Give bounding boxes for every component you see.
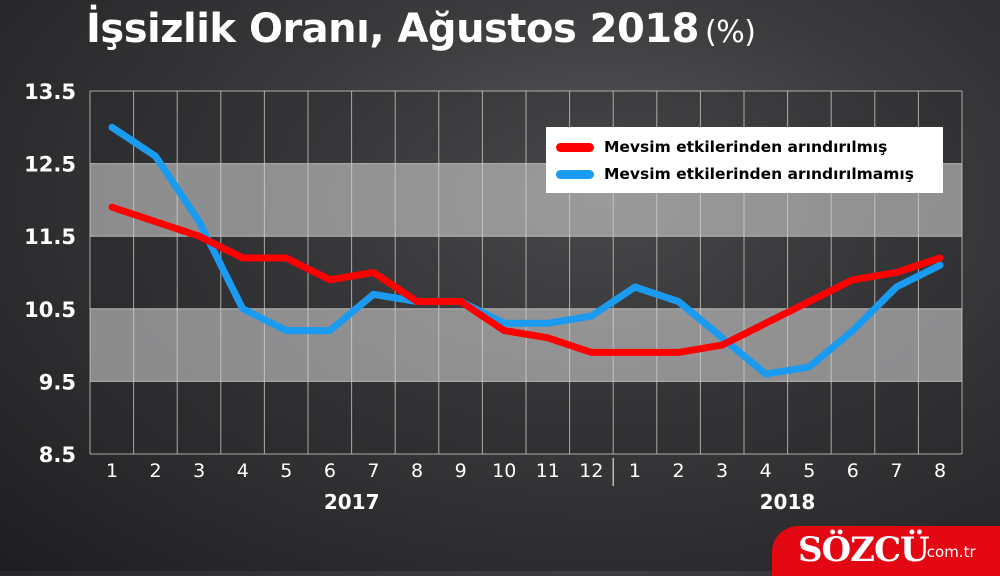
data-point — [329, 330, 331, 332]
data-point — [634, 286, 636, 288]
data-point — [808, 366, 810, 368]
data-point — [547, 337, 549, 339]
legend: Mevsim etkilerinden arındırılmış Mevsim … — [546, 127, 943, 193]
legend-label: Mevsim etkilerinden arındırılmamış — [604, 165, 914, 183]
x-tick-label: 8 — [934, 460, 946, 482]
data-point — [939, 257, 941, 259]
title-text: İşsizlik Oranı, Ağustos 2018 — [86, 6, 700, 52]
data-point — [721, 337, 723, 339]
data-point — [416, 301, 418, 303]
sozcu-logo: SÖZCÜ .com.tr — [772, 526, 1000, 576]
data-point — [372, 293, 374, 295]
data-point — [895, 286, 897, 288]
chart-title: İşsizlik Oranı, Ağustos 2018 (%) — [86, 6, 756, 52]
data-point — [329, 279, 331, 281]
y-tick-label: 12.5 — [24, 153, 76, 177]
x-tick-label: 7 — [890, 460, 902, 482]
x-tick-label: 4 — [237, 460, 249, 482]
data-point — [372, 272, 374, 273]
data-point — [503, 322, 505, 324]
y-tick-label: 8.5 — [39, 443, 76, 467]
data-point — [721, 344, 723, 346]
series-line — [108, 203, 944, 356]
x-tick-label: 2 — [672, 460, 684, 482]
x-tick-label: 5 — [803, 460, 815, 482]
data-point — [285, 257, 287, 259]
legend-label: Mevsim etkilerinden arındırılmış — [604, 138, 888, 156]
data-point — [895, 272, 897, 273]
data-point — [155, 221, 157, 223]
y-tick-label: 10.5 — [24, 298, 76, 322]
x-tick-label: 1 — [106, 460, 118, 482]
logo-domain: .com.tr — [922, 543, 976, 561]
data-point — [808, 301, 810, 303]
x-tick-label: 5 — [280, 460, 292, 482]
data-point — [111, 126, 113, 128]
data-point — [939, 264, 941, 266]
data-point — [634, 351, 636, 353]
x-tick-label: 1 — [629, 460, 641, 482]
data-point — [460, 301, 462, 303]
data-point — [852, 330, 854, 332]
data-point — [547, 322, 549, 324]
data-point — [590, 351, 592, 353]
data-point — [242, 257, 244, 259]
x-tick-label: 9 — [455, 460, 467, 482]
data-point — [285, 330, 287, 332]
data-point — [198, 235, 200, 237]
title-unit: (%) — [705, 15, 756, 50]
data-point — [111, 206, 113, 208]
data-point — [765, 373, 767, 375]
year-label: 2018 — [760, 490, 816, 514]
x-tick-label: 2 — [150, 460, 162, 482]
x-tick-label: 3 — [716, 460, 728, 482]
series-line — [108, 123, 944, 378]
data-point — [503, 330, 505, 332]
x-tick-label: 10 — [492, 460, 516, 482]
data-point — [198, 221, 200, 223]
legend-swatch-blue — [556, 169, 594, 179]
y-tick-label: 9.5 — [39, 370, 76, 394]
x-tick-label: 6 — [847, 460, 859, 482]
y-tick-label: 13.5 — [24, 80, 76, 104]
x-tick-label: 8 — [411, 460, 423, 482]
data-point — [678, 351, 680, 353]
x-tick-label: 6 — [324, 460, 336, 482]
legend-item-unadjusted: Mevsim etkilerinden arındırılmamış — [556, 161, 914, 187]
x-tick-label: 4 — [760, 460, 772, 482]
data-point — [242, 308, 244, 310]
data-point — [678, 301, 680, 303]
y-tick-label: 11.5 — [24, 225, 76, 249]
x-tick-label: 12 — [579, 460, 603, 482]
data-point — [765, 322, 767, 324]
logo-name: SÖZCÜ — [798, 530, 930, 570]
data-point — [155, 155, 157, 157]
x-tick-label: 3 — [193, 460, 205, 482]
x-tick-label: 11 — [536, 460, 560, 482]
x-tick-label: 7 — [367, 460, 379, 482]
legend-item-adjusted: Mevsim etkilerinden arındırılmış — [556, 134, 887, 160]
legend-swatch-red — [556, 142, 594, 152]
year-label: 2017 — [324, 490, 380, 514]
data-point — [852, 279, 854, 281]
data-point — [590, 315, 592, 317]
